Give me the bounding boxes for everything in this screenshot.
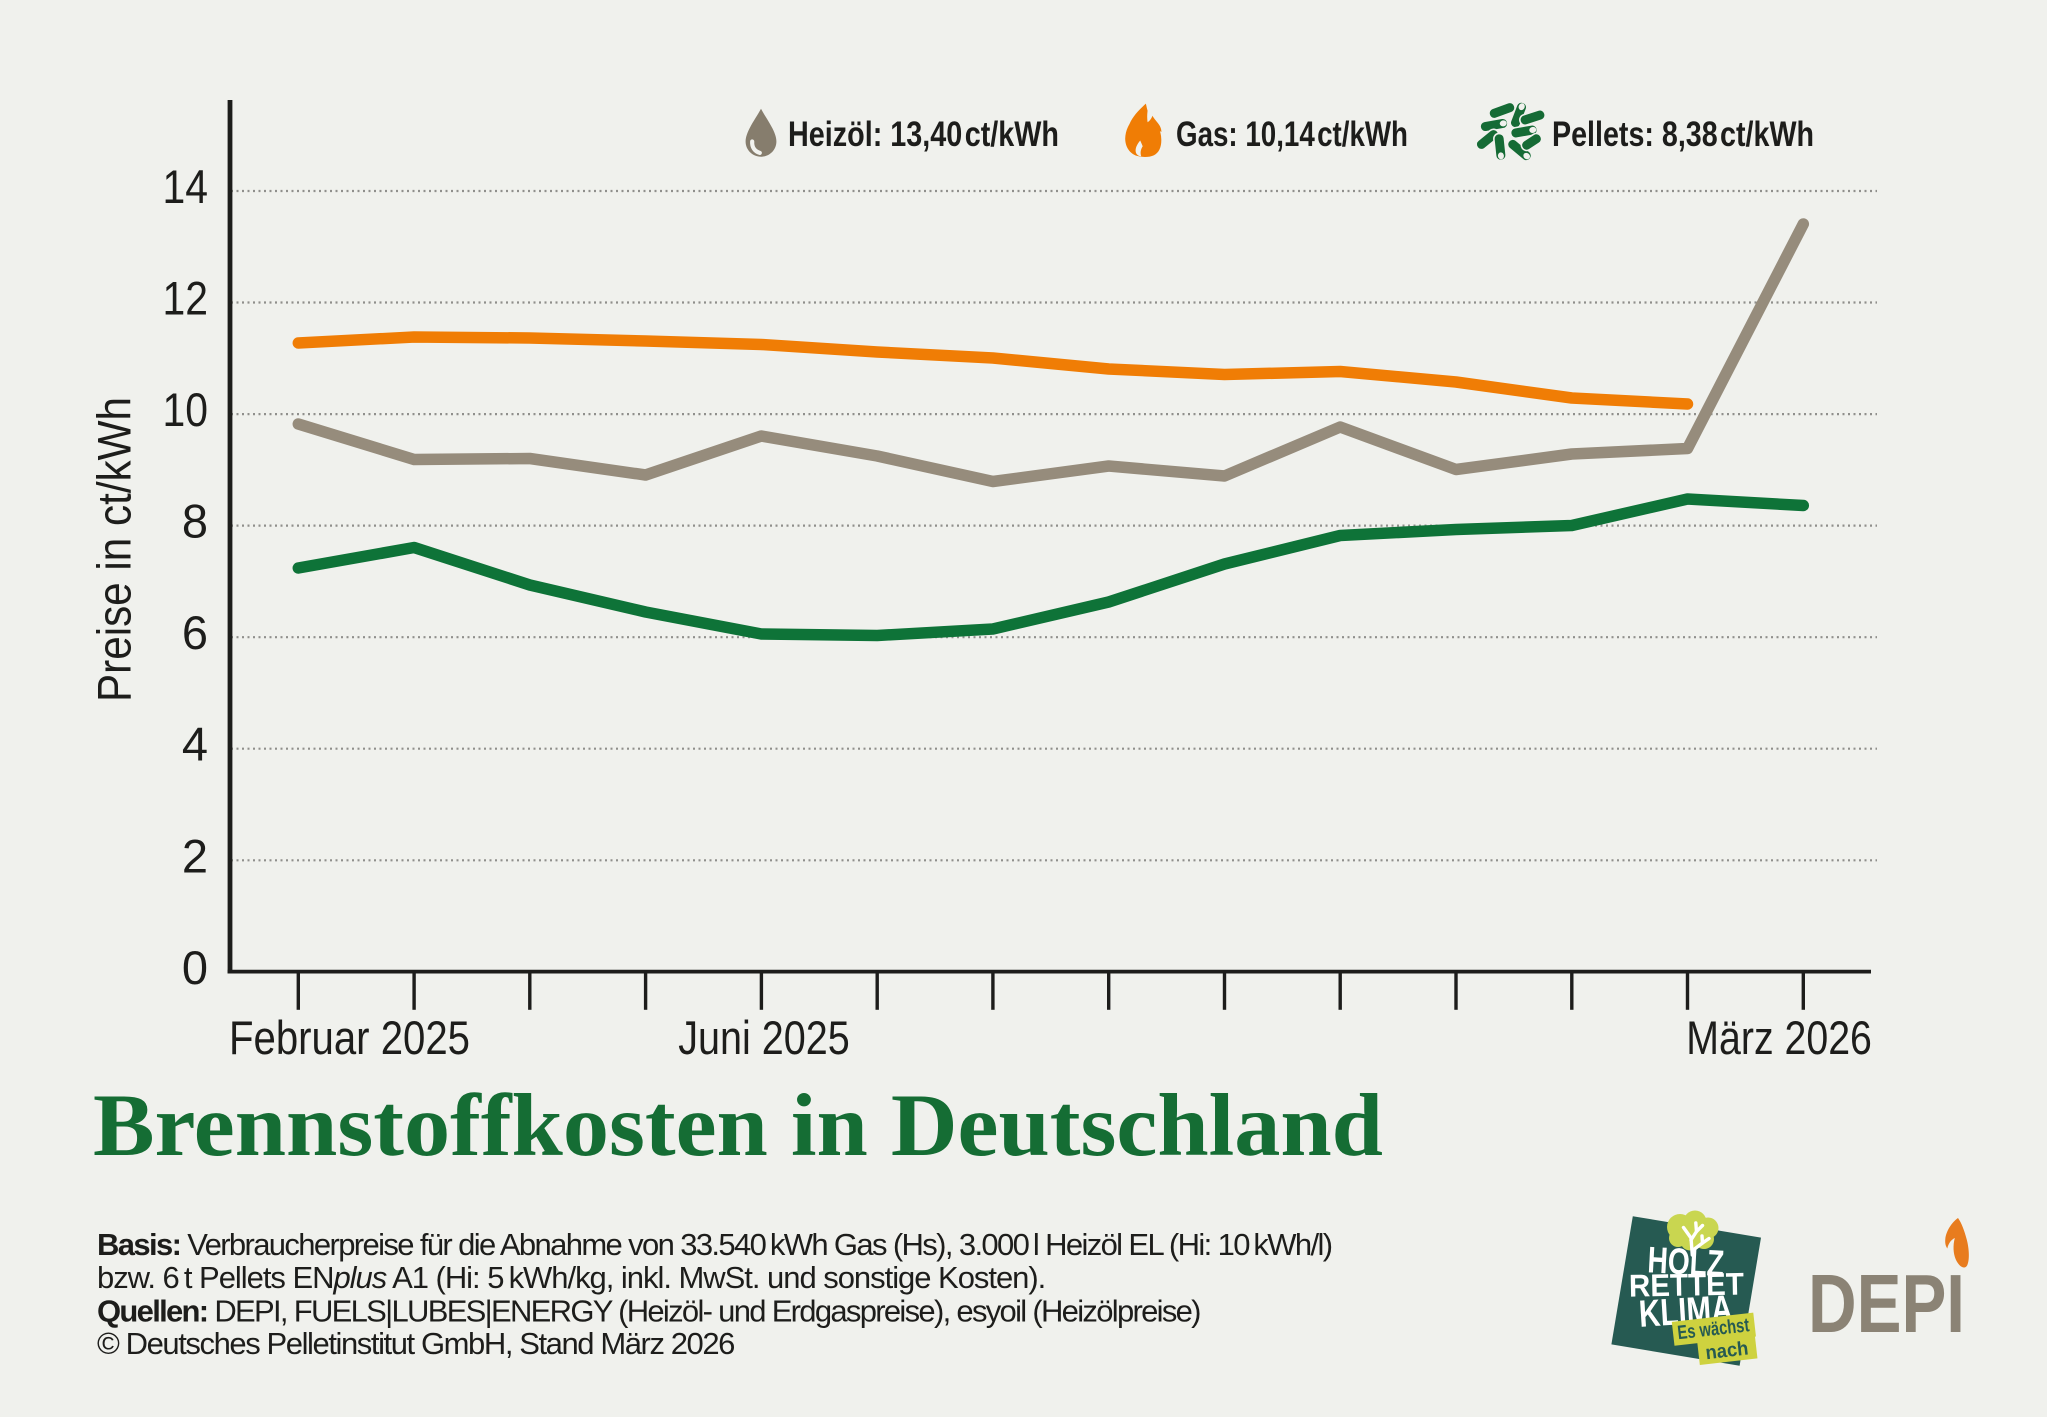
svg-text:12: 12 <box>163 272 209 325</box>
svg-text:Quellen: DEPI, FUELS|LUBES|ENE: Quellen: DEPI, FUELS|LUBES|ENERGY (Heizö… <box>97 1294 1200 1329</box>
svg-text:nach: nach <box>1704 1337 1749 1364</box>
svg-text:März 2026: März 2026 <box>1686 1011 1872 1064</box>
svg-text:Pellets: 8,38 ct/kWh: Pellets: 8,38 ct/kWh <box>1552 115 1814 154</box>
svg-text:14: 14 <box>163 160 209 213</box>
svg-text:4: 4 <box>182 718 208 771</box>
svg-text:DEPI: DEPI <box>1808 1257 1965 1350</box>
svg-text:bzw. 6 t Pellets ENplus A1 (Hi: bzw. 6 t Pellets ENplus A1 (Hi: 5 kWh/kg… <box>97 1260 1045 1295</box>
svg-text:Preise in ct/kWh: Preise in ct/kWh <box>88 397 141 702</box>
svg-text:6: 6 <box>182 606 208 659</box>
svg-text:Heizöl: 13,40 ct/kWh: Heizöl: 13,40 ct/kWh <box>788 115 1059 154</box>
svg-text:Gas: 10,14 ct/kWh: Gas: 10,14 ct/kWh <box>1176 115 1408 154</box>
svg-text:RETTET: RETTET <box>1629 1266 1745 1304</box>
svg-text:Brennstoffkosten in Deutschlan: Brennstoffkosten in Deutschland <box>93 1077 1383 1175</box>
svg-text:Februar 2025: Februar 2025 <box>229 1011 470 1064</box>
svg-text:© Deutsches Pelletinstitut Gmb: © Deutsches Pelletinstitut GmbH, Stand M… <box>97 1326 734 1361</box>
svg-text:2: 2 <box>182 829 208 882</box>
svg-text:10: 10 <box>163 383 209 436</box>
svg-text:0: 0 <box>182 941 208 994</box>
svg-text:HOLZ: HOLZ <box>1647 1239 1726 1284</box>
svg-text:Basis: Verbraucherpreise für d: Basis: Verbraucherpreise für die Abnahme… <box>97 1227 1332 1262</box>
svg-text:Juni 2025: Juni 2025 <box>678 1011 850 1064</box>
svg-text:8: 8 <box>182 495 208 548</box>
